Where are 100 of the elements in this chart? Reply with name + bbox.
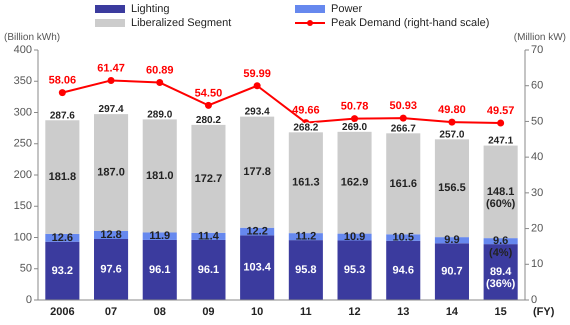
- x-tick-label: 15: [494, 306, 507, 318]
- data-label: 181.0: [146, 170, 174, 182]
- bar: [94, 239, 128, 300]
- y2-tick-label: 30: [531, 186, 544, 199]
- point: [400, 114, 407, 122]
- y-axis-title: (Billion kWh): [4, 32, 60, 43]
- data-label: 50.78: [340, 100, 368, 113]
- point: [497, 119, 504, 126]
- y2-tick-label: 60: [531, 80, 544, 92]
- data-label: 49.80: [438, 104, 466, 116]
- data-label: 10.5: [392, 232, 414, 244]
- x-tick-label: 10: [251, 306, 264, 318]
- data-label: 9.6 (4%): [489, 235, 513, 260]
- total-label: 280.2: [196, 114, 222, 126]
- bar: [191, 240, 226, 300]
- point: [156, 79, 164, 86]
- bar: [386, 133, 420, 234]
- point: [448, 118, 456, 126]
- data-label: 11.9: [149, 230, 170, 242]
- data-label: 12.6: [52, 232, 74, 244]
- y-tick-label: 150: [14, 200, 32, 212]
- bar: [338, 240, 372, 300]
- x-tick-label: 07: [104, 306, 118, 318]
- x-tick-label: 12: [348, 306, 361, 318]
- data-label: 161.6: [389, 178, 418, 190]
- bar: [240, 116, 274, 228]
- data-label: 59.99: [243, 68, 271, 80]
- bar: [45, 120, 80, 234]
- data-label: 54.50: [194, 87, 222, 100]
- point: [204, 102, 212, 109]
- data-label: 95.8: [295, 264, 317, 276]
- data-label: 103.4: [243, 262, 272, 274]
- total-label: 268.2: [293, 122, 319, 134]
- y-tick-label: 300: [14, 106, 32, 118]
- x-tick-label: 13: [397, 306, 410, 318]
- x-tick-label: 2006: [50, 306, 75, 318]
- bar: [434, 243, 469, 300]
- data-label: 11.4: [198, 230, 220, 242]
- data-label: 181.8: [48, 170, 76, 183]
- bar: [142, 240, 177, 300]
- y2-tick-label: 20: [531, 222, 544, 234]
- data-label: 172.7: [194, 172, 222, 185]
- total-label: 293.4: [244, 106, 270, 118]
- total-label: 289.0: [147, 109, 173, 120]
- bar: [142, 119, 177, 232]
- total-label: 266.7: [390, 123, 416, 134]
- point: [254, 82, 261, 90]
- total-label: 257.0: [439, 129, 465, 140]
- data-label: 60.89: [146, 64, 174, 76]
- y-tick-label: 100: [14, 231, 32, 244]
- y-tick-label: 200: [14, 168, 32, 181]
- total-label: 297.4: [98, 104, 124, 116]
- y-tick-label: 350: [14, 75, 32, 88]
- y2-tick-label: 40: [531, 151, 544, 164]
- data-label: 96.1: [198, 264, 220, 276]
- data-label: 94.6: [392, 264, 414, 276]
- data-label: 148.1 (60%): [486, 186, 516, 210]
- bar: [191, 124, 226, 233]
- total-label: 287.6: [50, 110, 76, 122]
- data-label: 161.3: [292, 176, 320, 189]
- total-label: 247.1: [488, 136, 514, 147]
- point: [58, 89, 66, 96]
- y2-axis-title: (Million kW): [514, 32, 566, 43]
- bar: [45, 242, 80, 300]
- x-tick-label: 08: [154, 306, 166, 318]
- data-label: 49.66: [292, 104, 320, 117]
- y-tick-label: 0: [26, 294, 32, 306]
- legend-label: Power: [331, 2, 363, 15]
- data-label: 12.8: [100, 228, 122, 241]
- bar: [288, 132, 323, 234]
- data-label: 11.2: [295, 230, 316, 243]
- point: [108, 76, 115, 84]
- data-label: 93.2: [52, 264, 74, 277]
- data-label: 95.3: [344, 264, 366, 276]
- y2-tick-label: 10: [531, 258, 544, 270]
- bar: [94, 114, 128, 231]
- bar: [288, 240, 323, 300]
- text: (FY): [533, 306, 555, 318]
- y-tick-label: 50: [20, 262, 32, 275]
- data-label: 9.9: [444, 234, 460, 246]
- data-label: 49.57: [486, 104, 514, 117]
- y2-tick-label: 0: [531, 294, 538, 306]
- data-label: 156.5: [438, 182, 466, 194]
- point: [351, 115, 358, 122]
- bar: [240, 235, 274, 300]
- bar: [386, 240, 420, 300]
- y2-tick-label: 70: [531, 44, 544, 56]
- data-label: 10.9: [344, 230, 366, 243]
- legend-label: Lighting: [131, 2, 170, 15]
- data-label: 177.8: [243, 166, 271, 178]
- y-tick-label: 400: [14, 44, 32, 56]
- data-label: 61.47: [97, 62, 125, 74]
- y2-tick-label: 50: [531, 115, 544, 128]
- x-tick-label: 09: [202, 306, 215, 318]
- x-tick-label: 14: [446, 306, 459, 318]
- data-label: 12.2: [246, 225, 268, 238]
- data-label: 187.0: [97, 166, 125, 178]
- legend-label: Peak Demand (right-hand scale): [331, 16, 490, 29]
- data-label: 50.93: [389, 100, 418, 112]
- y-tick-label: 250: [14, 138, 32, 150]
